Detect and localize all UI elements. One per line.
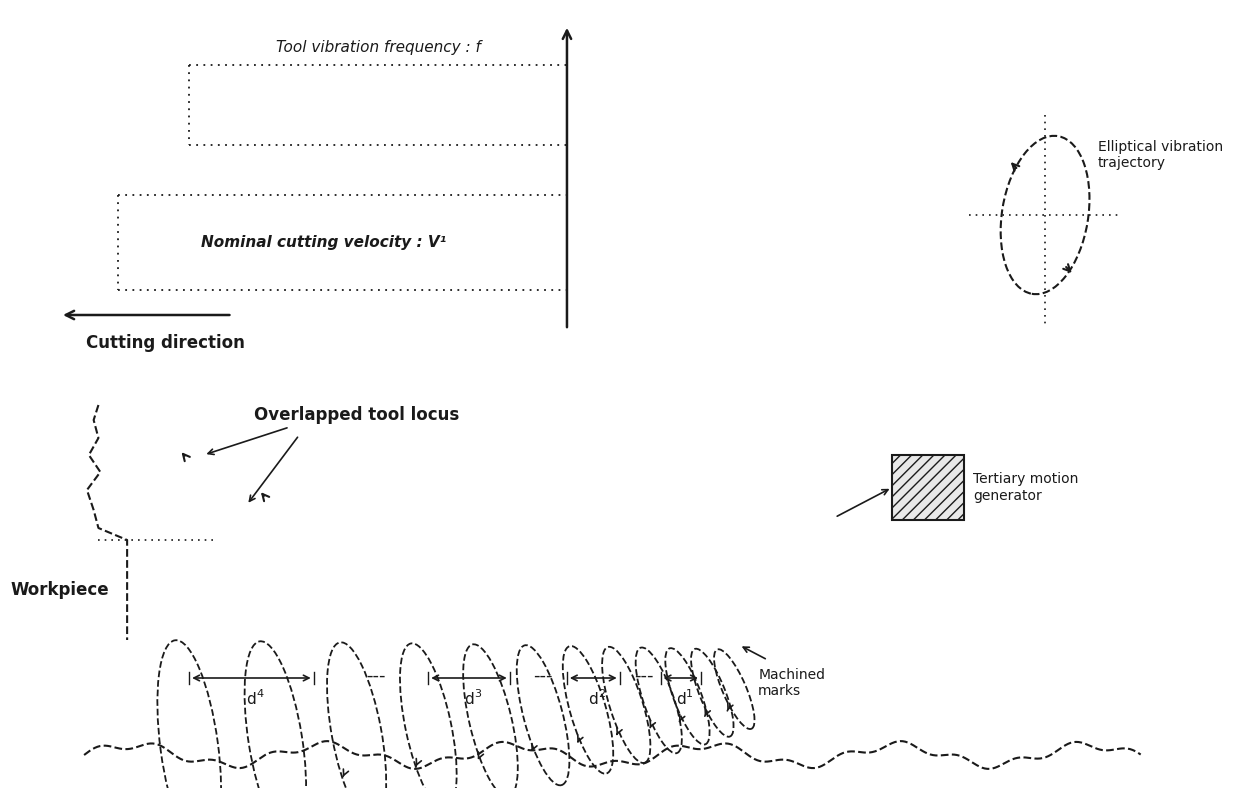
Text: Tertiary motion
generator: Tertiary motion generator	[973, 472, 1079, 503]
Text: Workpiece: Workpiece	[11, 581, 109, 599]
Text: Nominal cutting velocity : V¹: Nominal cutting velocity : V¹	[201, 235, 445, 250]
Text: ---: ---	[634, 667, 653, 685]
Text: 3: 3	[474, 689, 481, 699]
Text: ---: ---	[533, 667, 553, 685]
Text: d: d	[676, 692, 686, 707]
Text: ---: ---	[366, 667, 386, 685]
Text: d: d	[589, 692, 598, 707]
Text: d: d	[247, 692, 257, 707]
Bar	[892, 455, 963, 520]
Text: Overlapped tool locus: Overlapped tool locus	[254, 406, 459, 424]
Text: Machined
marks: Machined marks	[758, 668, 825, 698]
Text: Cutting direction: Cutting direction	[86, 334, 244, 352]
Text: Elliptical vibration
trajectory: Elliptical vibration trajectory	[1097, 140, 1223, 170]
Text: d: d	[464, 692, 474, 707]
Text: 2: 2	[598, 689, 605, 699]
Text: Tool vibration frequency : f: Tool vibration frequency : f	[275, 39, 481, 54]
Text: 4: 4	[257, 689, 263, 699]
Text: 1: 1	[686, 689, 692, 699]
